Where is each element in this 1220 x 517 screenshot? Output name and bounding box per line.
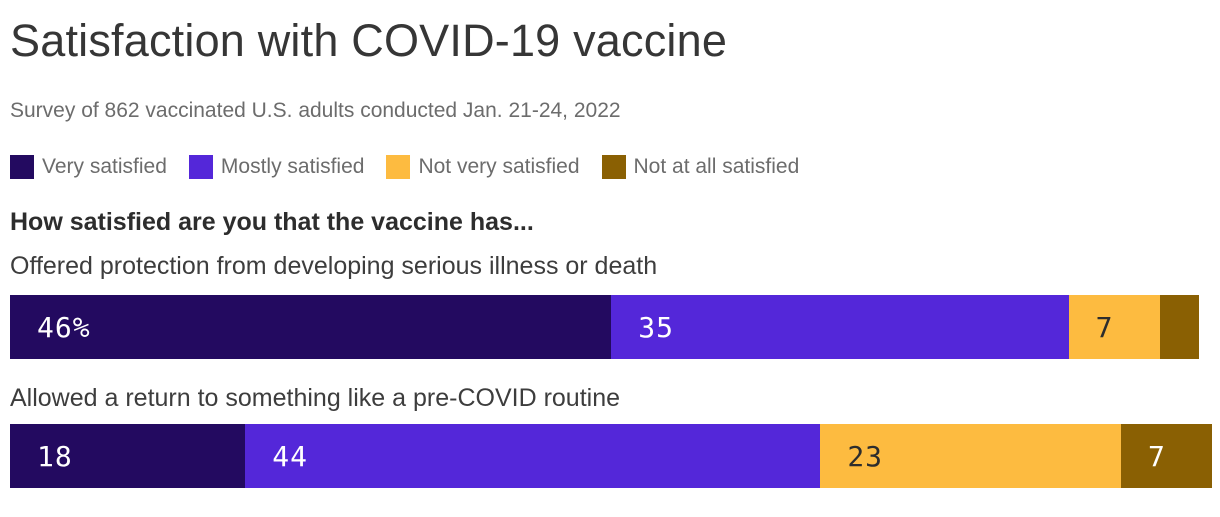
legend-item: Very satisfied [10, 155, 167, 179]
legend: Very satisfied Mostly satisfied Not very s… [10, 155, 1215, 179]
bar-segment [1160, 295, 1200, 359]
legend-item: Not at all satisfied [601, 155, 800, 179]
bar-segment: 35 [611, 295, 1069, 359]
bar-value-label: 44 [272, 439, 308, 473]
bar-segment: 18 [10, 424, 246, 488]
bar-row-label: Offered protection from developing serio… [10, 252, 658, 280]
legend-swatch-icon [386, 155, 411, 179]
legend-swatch-icon [10, 155, 34, 179]
stacked-bar: 18 44 23 7 [10, 424, 1215, 488]
legend-label: Not at all satisfied [633, 155, 800, 178]
legend-swatch-icon [188, 155, 213, 179]
bar-segment: 44 [245, 424, 821, 488]
legend-label: Mostly satisfied [220, 155, 365, 178]
bar-row-label: Allowed a return to something like a pre… [10, 384, 621, 412]
chart: Satisfaction with COVID-19 vaccine Surve… [0, 15, 1220, 517]
legend-label: Not very satisfied [418, 155, 580, 178]
legend-label: Very satisfied [42, 155, 167, 178]
bar-segment: 7 [1120, 424, 1213, 488]
bar-value-label: 35 [638, 310, 674, 344]
bar-value-label: 18 [37, 439, 73, 473]
bar-segment: 7 [1068, 295, 1161, 359]
bar-value-label: 46% [37, 310, 91, 344]
legend-swatch-icon [601, 155, 626, 179]
bar-rows: Offered protection from developing serio… [10, 251, 1215, 488]
stacked-bar: 46% 35 7 [10, 295, 1215, 359]
bar-value-label: 7 [1095, 310, 1114, 344]
bar-segment: 46% [10, 295, 612, 359]
chart-question: How satisfied are you that the vaccine h… [10, 208, 534, 236]
bar-value-label: 7 [1147, 439, 1166, 473]
legend-item: Mostly satisfied [188, 155, 365, 179]
bar-row: Offered protection from developing serio… [10, 251, 1215, 359]
chart-subtitle: Survey of 862 vaccinated U.S. adults con… [10, 99, 621, 122]
chart-title: Satisfaction with COVID-19 vaccine [10, 15, 728, 66]
bar-row: Allowed a return to something like a pre… [10, 383, 1215, 488]
legend-item: Not very satisfied [386, 155, 580, 179]
bar-segment: 23 [820, 424, 1121, 488]
bar-value-label: 23 [847, 439, 884, 473]
